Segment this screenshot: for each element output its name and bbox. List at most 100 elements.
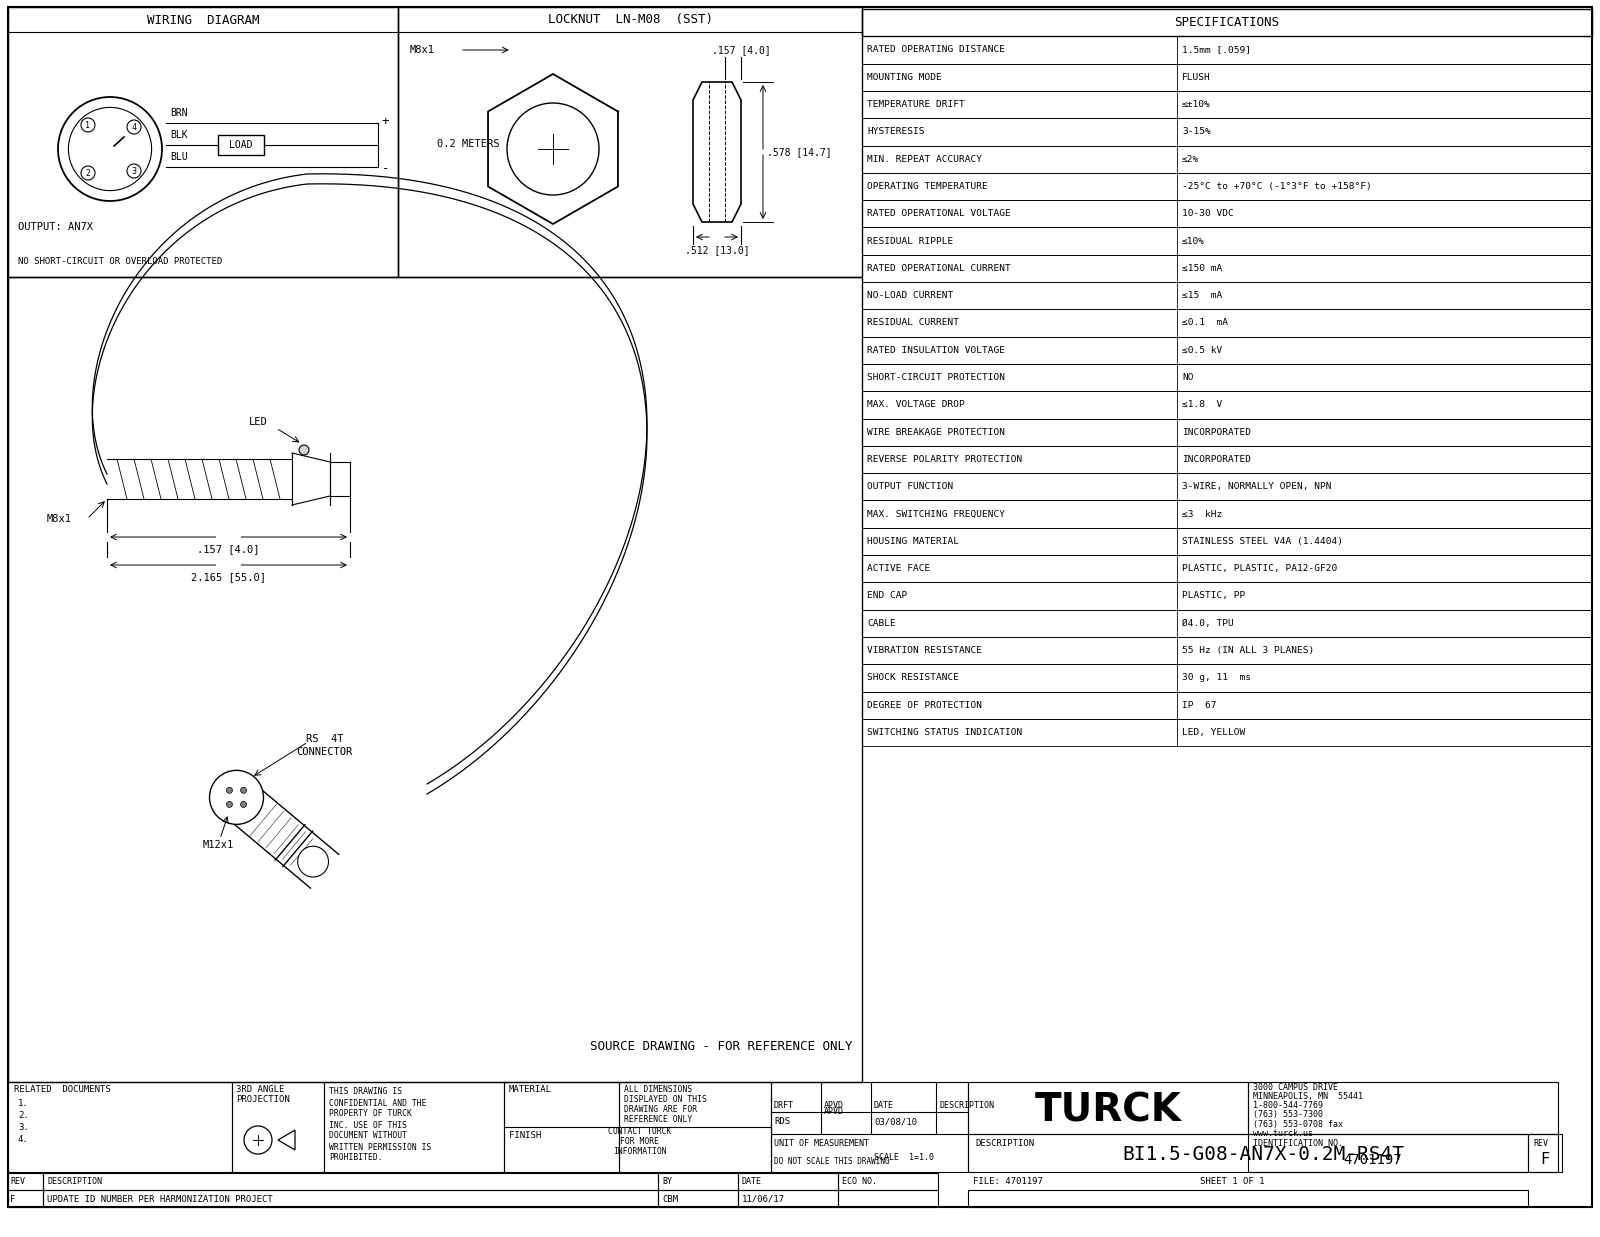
Text: 1: 1 — [85, 120, 91, 130]
Text: RATED OPERATIONAL VOLTAGE: RATED OPERATIONAL VOLTAGE — [867, 209, 1011, 218]
Text: (763) 553-0708 fax: (763) 553-0708 fax — [1253, 1119, 1342, 1128]
Text: 4701197: 4701197 — [1344, 1153, 1402, 1166]
Text: RS  4T: RS 4T — [306, 734, 344, 743]
Text: MINNEAPOLIS, MN  55441: MINNEAPOLIS, MN 55441 — [1253, 1092, 1363, 1101]
Text: MATERIAL: MATERIAL — [509, 1086, 552, 1095]
Text: SPECIFICATIONS: SPECIFICATIONS — [1174, 16, 1280, 30]
Text: END CAP: END CAP — [867, 591, 907, 600]
Bar — [1528, 1134, 1562, 1171]
Text: +: + — [382, 115, 389, 129]
Text: Ø4.0, TPU: Ø4.0, TPU — [1182, 618, 1234, 627]
Bar — [862, 555, 1592, 583]
Text: ≤3  kHz: ≤3 kHz — [1182, 510, 1222, 518]
Text: RATED OPERATING DISTANCE: RATED OPERATING DISTANCE — [867, 46, 1005, 54]
Text: BY: BY — [662, 1176, 672, 1185]
Text: RATED OPERATIONAL CURRENT: RATED OPERATIONAL CURRENT — [867, 263, 1011, 273]
Text: TEMPERATURE DRIFT: TEMPERATURE DRIFT — [867, 100, 965, 109]
Text: RESIDUAL RIPPLE: RESIDUAL RIPPLE — [867, 236, 954, 246]
Circle shape — [240, 802, 246, 808]
Text: BLU: BLU — [170, 152, 187, 162]
Bar — [862, 691, 1592, 719]
Bar — [968, 1190, 1528, 1207]
Text: REV: REV — [10, 1176, 26, 1185]
Bar — [1248, 1082, 1558, 1134]
Text: DESCRIPTION: DESCRIPTION — [974, 1139, 1034, 1148]
Text: LOCKNUT  LN-M08  (SST): LOCKNUT LN-M08 (SST) — [547, 14, 712, 26]
Bar — [838, 1190, 938, 1207]
Text: SHOCK RESISTANCE: SHOCK RESISTANCE — [867, 673, 958, 683]
Text: .578 [14.7]: .578 [14.7] — [766, 147, 832, 157]
Circle shape — [227, 787, 232, 793]
Text: F: F — [1541, 1153, 1549, 1168]
Text: HOUSING MATERIAL: HOUSING MATERIAL — [867, 537, 958, 546]
Text: CBM: CBM — [662, 1195, 678, 1204]
Text: PROHIBITED.: PROHIBITED. — [330, 1153, 382, 1163]
Text: BRN: BRN — [170, 108, 187, 118]
Bar — [862, 391, 1592, 418]
Text: ≤1.8  V: ≤1.8 V — [1182, 401, 1222, 409]
Text: 2.: 2. — [18, 1112, 29, 1121]
Bar — [862, 583, 1592, 610]
Bar — [862, 282, 1592, 309]
Circle shape — [126, 120, 141, 134]
Text: VIBRATION RESISTANCE: VIBRATION RESISTANCE — [867, 646, 982, 656]
Text: DATE: DATE — [874, 1101, 894, 1110]
Text: RESIDUAL CURRENT: RESIDUAL CURRENT — [867, 318, 958, 328]
Bar — [738, 1190, 838, 1207]
Bar — [658, 1173, 738, 1190]
Text: M12x1: M12x1 — [203, 840, 234, 850]
Bar — [862, 309, 1592, 336]
Text: 11/06/17: 11/06/17 — [742, 1195, 786, 1204]
Text: SWITCHING STATUS INDICATION: SWITCHING STATUS INDICATION — [867, 727, 1022, 737]
Bar — [43, 1173, 658, 1190]
Text: 3000 CAMPUS DRIVE: 3000 CAMPUS DRIVE — [1253, 1084, 1338, 1092]
Circle shape — [210, 771, 264, 824]
Bar — [862, 473, 1592, 501]
Text: OUTPUT FUNCTION: OUTPUT FUNCTION — [867, 482, 954, 491]
Bar — [862, 445, 1592, 473]
Text: ALL DIMENSIONS: ALL DIMENSIONS — [624, 1086, 693, 1095]
Bar — [968, 1134, 1558, 1171]
Text: .157 [4.0]: .157 [4.0] — [197, 544, 259, 554]
Bar — [862, 610, 1592, 637]
Text: 03/08/10: 03/08/10 — [874, 1117, 917, 1127]
Text: ≤15  mA: ≤15 mA — [1182, 291, 1222, 301]
Text: INC. USE OF THIS: INC. USE OF THIS — [330, 1121, 406, 1129]
Text: STAINLESS STEEL V4A (1.4404): STAINLESS STEEL V4A (1.4404) — [1182, 537, 1342, 546]
Bar — [838, 1173, 938, 1190]
Text: PROJECTION: PROJECTION — [237, 1096, 290, 1105]
Text: .512 [13.0]: .512 [13.0] — [685, 245, 749, 255]
Text: www.turck.us: www.turck.us — [1253, 1128, 1314, 1138]
Text: NO: NO — [1182, 374, 1194, 382]
Text: SHEET 1 OF 1: SHEET 1 OF 1 — [1200, 1176, 1264, 1185]
Text: 1-800-544-7769: 1-800-544-7769 — [1253, 1101, 1323, 1111]
Text: LED: LED — [250, 417, 267, 427]
Bar — [862, 418, 1592, 445]
Bar — [232, 1082, 323, 1171]
Text: DEGREE OF PROTECTION: DEGREE OF PROTECTION — [867, 700, 982, 710]
Text: NO SHORT-CIRCUIT OR OVERLOAD PROTECTED: NO SHORT-CIRCUIT OR OVERLOAD PROTECTED — [18, 257, 222, 266]
Text: CABLE: CABLE — [867, 618, 896, 627]
Text: 1.5mm [.059]: 1.5mm [.059] — [1182, 46, 1251, 54]
Text: LED, YELLOW: LED, YELLOW — [1182, 727, 1245, 737]
Text: MAX. SWITCHING FREQUENCY: MAX. SWITCHING FREQUENCY — [867, 510, 1005, 518]
Text: (763) 553-7300: (763) 553-7300 — [1253, 1111, 1323, 1119]
Text: 30 g, 11  ms: 30 g, 11 ms — [1182, 673, 1251, 683]
Text: .157 [4.0]: .157 [4.0] — [712, 45, 771, 54]
Bar — [862, 9, 1592, 36]
Text: INFORMATION: INFORMATION — [613, 1148, 667, 1157]
Bar — [8, 1173, 43, 1190]
Text: LOAD: LOAD — [229, 140, 253, 150]
Text: 3.: 3. — [18, 1123, 29, 1133]
Text: IP  67: IP 67 — [1182, 700, 1216, 710]
Bar — [862, 146, 1592, 173]
Bar — [658, 1190, 738, 1207]
Text: UNIT OF MEASUREMENT: UNIT OF MEASUREMENT — [774, 1139, 869, 1148]
Text: 4.: 4. — [18, 1136, 29, 1144]
Text: PLASTIC, PP: PLASTIC, PP — [1182, 591, 1245, 600]
Text: ≤±10%: ≤±10% — [1182, 100, 1211, 109]
Bar — [323, 1082, 504, 1171]
Text: TURCK: TURCK — [1035, 1091, 1181, 1129]
Text: ≤10%: ≤10% — [1182, 236, 1205, 246]
Text: CONNECTOR: CONNECTOR — [296, 747, 352, 757]
